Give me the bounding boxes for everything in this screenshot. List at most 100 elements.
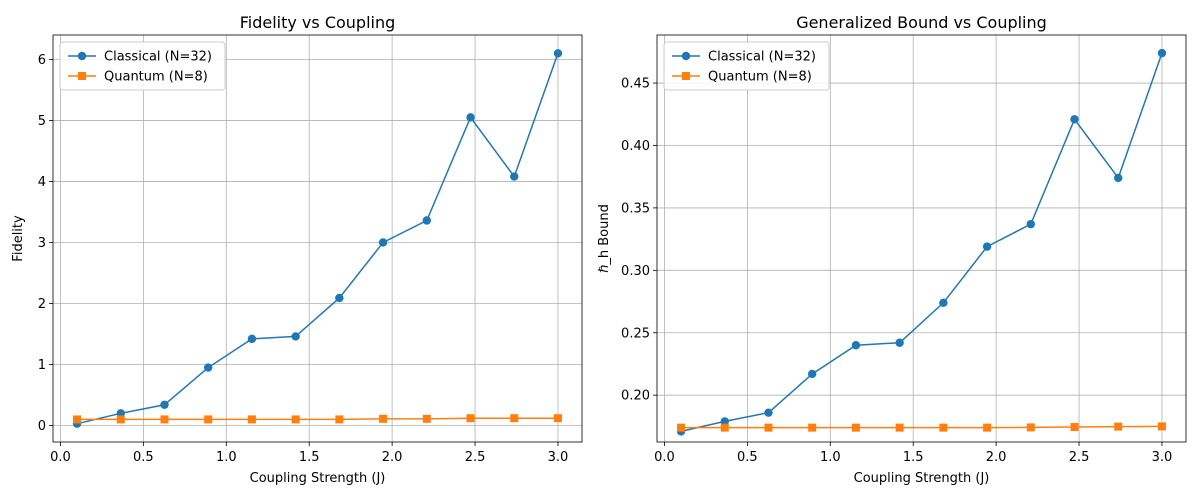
data-point-circle xyxy=(160,400,169,409)
x-tick-label: 1.5 xyxy=(299,450,320,465)
y-tick-label: 1 xyxy=(38,358,46,373)
data-point-circle xyxy=(291,332,300,341)
y-tick-label: 4 xyxy=(38,175,46,190)
x-tick-label: 2.5 xyxy=(465,450,486,465)
chart-title: Generalized Bound vs Coupling xyxy=(796,13,1047,32)
y-tick-label: 0.25 xyxy=(621,326,650,341)
y-tick-label: 0.45 xyxy=(621,77,650,92)
legend-marker-square xyxy=(682,72,690,80)
data-point-square xyxy=(553,414,562,423)
chart-panel-2: 0.0 0.5 1.0 1.5 2.0 2.5 3.0 0.20 0.25 0.30 0.35 0.4… xyxy=(597,13,1187,486)
series-line-1 xyxy=(680,52,1163,433)
x-tick-label: 1.0 xyxy=(820,450,841,465)
data-point-circle xyxy=(939,298,948,307)
data-point-circle xyxy=(510,172,519,181)
legend: Classical (N=32) Quantum (N=8) xyxy=(59,41,226,91)
series-line-1 xyxy=(76,53,559,425)
legend: Classical (N=32) Quantum (N=8) xyxy=(663,41,830,91)
data-point-square xyxy=(379,414,388,423)
y-tick-label: 5 xyxy=(38,114,46,129)
data-point-square xyxy=(73,415,82,424)
legend-marker-square xyxy=(78,72,86,80)
x-tick-label: 3.0 xyxy=(548,450,569,465)
data-point-circle xyxy=(851,341,861,350)
legend-label: Quantum (N=8) xyxy=(104,70,208,85)
data-point-square xyxy=(160,415,169,424)
legend-marker-circle xyxy=(681,51,691,61)
data-point-square xyxy=(983,423,992,432)
data-point-square xyxy=(510,414,519,423)
x-tick-label: 2.5 xyxy=(1069,450,1090,465)
y-axis-label: Fidelity xyxy=(11,215,26,262)
data-point-circle xyxy=(1026,219,1035,229)
x-tick-label: 0.0 xyxy=(50,450,71,465)
legend-label: Classical (N=32) xyxy=(104,50,212,65)
data-point-circle xyxy=(1070,115,1079,124)
data-point-circle xyxy=(720,417,729,426)
data-point-square xyxy=(116,415,125,424)
data-point-square xyxy=(1157,422,1166,431)
data-point-square xyxy=(422,414,431,423)
data-point-circle xyxy=(895,338,904,347)
data-point-square xyxy=(895,423,904,432)
data-point-circle xyxy=(808,369,817,379)
x-tick-label: 2.0 xyxy=(382,450,403,465)
data-point-square xyxy=(1070,423,1079,432)
chart-panel-1: 0.0 0.5 1.0 1.5 2.0 2.5 3.0 0 1 2 3 4 5 6 Fidelity vs … xyxy=(11,13,583,486)
data-point-circle xyxy=(378,238,388,247)
x-axis-label: Coupling Strength (J) xyxy=(250,471,386,486)
y-tick-label: 6 xyxy=(38,53,46,68)
y-axis-label: ℏ_h Bound xyxy=(597,204,612,273)
legend-box xyxy=(59,41,226,91)
legend-marker-circle xyxy=(77,51,87,61)
data-point-square xyxy=(247,415,256,424)
y-tick-label: 2 xyxy=(38,297,46,312)
x-tick-label: 2.0 xyxy=(986,450,1007,465)
data-point-circle xyxy=(1114,173,1123,183)
y-tick-label: 0.35 xyxy=(621,201,650,216)
y-tick-label: 0.20 xyxy=(621,389,650,404)
data-point-square xyxy=(720,423,729,432)
legend-label: Quantum (N=8) xyxy=(708,70,812,85)
y-tick-label: 0.40 xyxy=(621,139,650,154)
legend-box xyxy=(663,41,830,91)
data-point-square xyxy=(291,415,300,424)
x-axis-label: Coupling Strength (J) xyxy=(854,471,990,486)
data-point-square xyxy=(808,423,817,432)
data-point-square xyxy=(1114,422,1123,431)
data-point-square xyxy=(764,423,773,432)
data-point-square xyxy=(335,415,344,424)
series-line-2 xyxy=(77,417,558,421)
legend-label: Classical (N=32) xyxy=(708,50,816,65)
data-point-square xyxy=(677,423,686,432)
data-point-circle xyxy=(466,113,475,122)
x-tick-label: 1.5 xyxy=(903,450,924,465)
x-tick-label: 0.0 xyxy=(654,450,675,465)
x-tick-label: 1.0 xyxy=(216,450,237,465)
data-point-circle xyxy=(335,293,344,303)
data-point-circle xyxy=(247,334,257,344)
data-point-square xyxy=(939,423,948,432)
data-point-square xyxy=(204,415,213,424)
chart-title: Fidelity vs Coupling xyxy=(240,13,396,32)
x-tick-label: 0.5 xyxy=(133,450,154,465)
data-point-square xyxy=(851,423,860,432)
data-point-circle xyxy=(764,408,773,417)
data-point-square xyxy=(466,414,475,423)
x-tick-label: 3.0 xyxy=(1152,450,1173,465)
x-tick-label: 0.5 xyxy=(737,450,758,465)
data-point-circle xyxy=(982,242,992,251)
data-point-circle xyxy=(1157,48,1167,58)
y-tick-label: 3 xyxy=(38,236,46,251)
axes-frame xyxy=(52,34,583,443)
data-point-circle xyxy=(116,409,125,418)
axes-frame xyxy=(656,34,1187,443)
data-point-circle xyxy=(422,216,431,225)
y-tick-label: 0.30 xyxy=(621,264,650,279)
data-point-square xyxy=(1026,423,1035,432)
y-tick-label: 0 xyxy=(38,419,46,434)
series-line-2 xyxy=(681,425,1162,429)
data-point-circle xyxy=(553,49,563,58)
data-point-circle xyxy=(204,363,213,372)
